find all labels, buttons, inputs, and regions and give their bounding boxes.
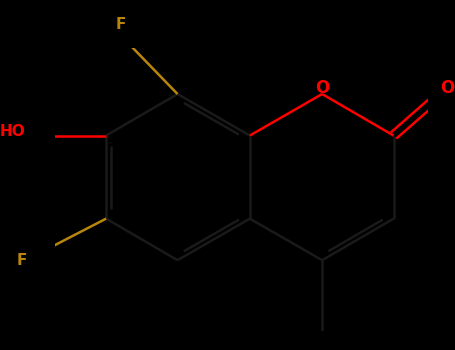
Text: O: O	[440, 79, 455, 97]
Text: HO: HO	[0, 124, 25, 139]
Text: F: F	[116, 17, 126, 32]
Text: O: O	[315, 79, 329, 97]
Text: F: F	[17, 253, 27, 268]
